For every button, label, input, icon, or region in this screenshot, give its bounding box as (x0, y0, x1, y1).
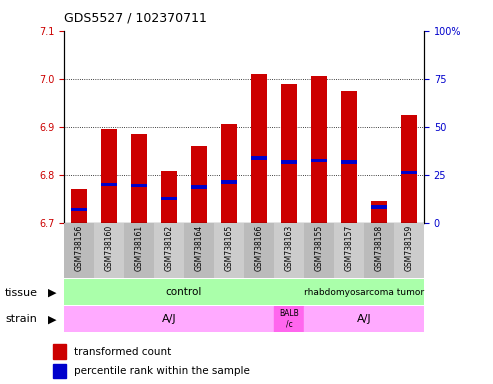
Bar (371, 205, 387, 209)
Bar (161, 171, 177, 223)
Text: GSM738158: GSM738158 (375, 224, 384, 270)
Bar (131, 184, 147, 187)
Bar (371, 201, 387, 223)
Bar (191, 146, 207, 223)
Bar (64, 306, 274, 332)
Bar (281, 83, 297, 223)
Text: GSM738165: GSM738165 (224, 224, 234, 271)
Bar (214, 223, 244, 278)
Bar (304, 306, 424, 332)
Bar (161, 197, 177, 200)
Bar (71, 189, 87, 223)
Bar (131, 134, 147, 223)
Bar (304, 279, 424, 305)
Text: ▶: ▶ (47, 314, 56, 324)
Bar (191, 185, 207, 189)
Text: GSM738163: GSM738163 (284, 224, 293, 271)
Bar (341, 91, 357, 223)
Bar (274, 306, 304, 332)
Text: GSM738160: GSM738160 (105, 224, 113, 271)
Bar (401, 115, 417, 223)
Bar (64, 279, 304, 305)
Bar (281, 160, 297, 164)
Bar (64, 223, 94, 278)
Text: GSM738159: GSM738159 (404, 224, 414, 271)
Bar (54, 344, 66, 359)
Bar (311, 76, 327, 223)
Text: percentile rank within the sample: percentile rank within the sample (74, 366, 250, 376)
Bar (251, 156, 267, 160)
Bar (394, 223, 424, 278)
Bar (244, 223, 274, 278)
Text: control: control (166, 287, 202, 297)
Bar (71, 208, 87, 211)
Text: GDS5527 / 102370711: GDS5527 / 102370711 (64, 12, 207, 25)
Text: GSM738161: GSM738161 (135, 224, 143, 270)
Text: GSM738166: GSM738166 (254, 224, 264, 271)
Bar (184, 223, 214, 278)
Text: GSM738157: GSM738157 (345, 224, 353, 271)
Bar (274, 223, 304, 278)
Text: ▶: ▶ (47, 288, 56, 298)
Bar (154, 223, 184, 278)
Bar (101, 183, 117, 186)
Text: strain: strain (5, 314, 37, 324)
Bar (94, 223, 124, 278)
Text: GSM738164: GSM738164 (195, 224, 204, 271)
Text: GSM738162: GSM738162 (165, 224, 174, 270)
Bar (364, 223, 394, 278)
Bar (401, 171, 417, 174)
Bar (54, 364, 66, 378)
Text: GSM738155: GSM738155 (315, 224, 323, 271)
Text: A/J: A/J (162, 314, 176, 324)
Bar (251, 74, 267, 223)
Bar (124, 223, 154, 278)
Text: transformed count: transformed count (74, 347, 172, 357)
Bar (101, 129, 117, 223)
Text: BALB
/c: BALB /c (279, 310, 299, 329)
Text: GSM738156: GSM738156 (74, 224, 84, 271)
Text: A/J: A/J (357, 314, 371, 324)
Bar (221, 124, 237, 223)
Text: tissue: tissue (5, 288, 38, 298)
Bar (334, 223, 364, 278)
Bar (311, 159, 327, 162)
Bar (221, 180, 237, 184)
Text: rhabdomyosarcoma tumor: rhabdomyosarcoma tumor (304, 288, 424, 297)
Bar (341, 160, 357, 164)
Bar (304, 223, 334, 278)
